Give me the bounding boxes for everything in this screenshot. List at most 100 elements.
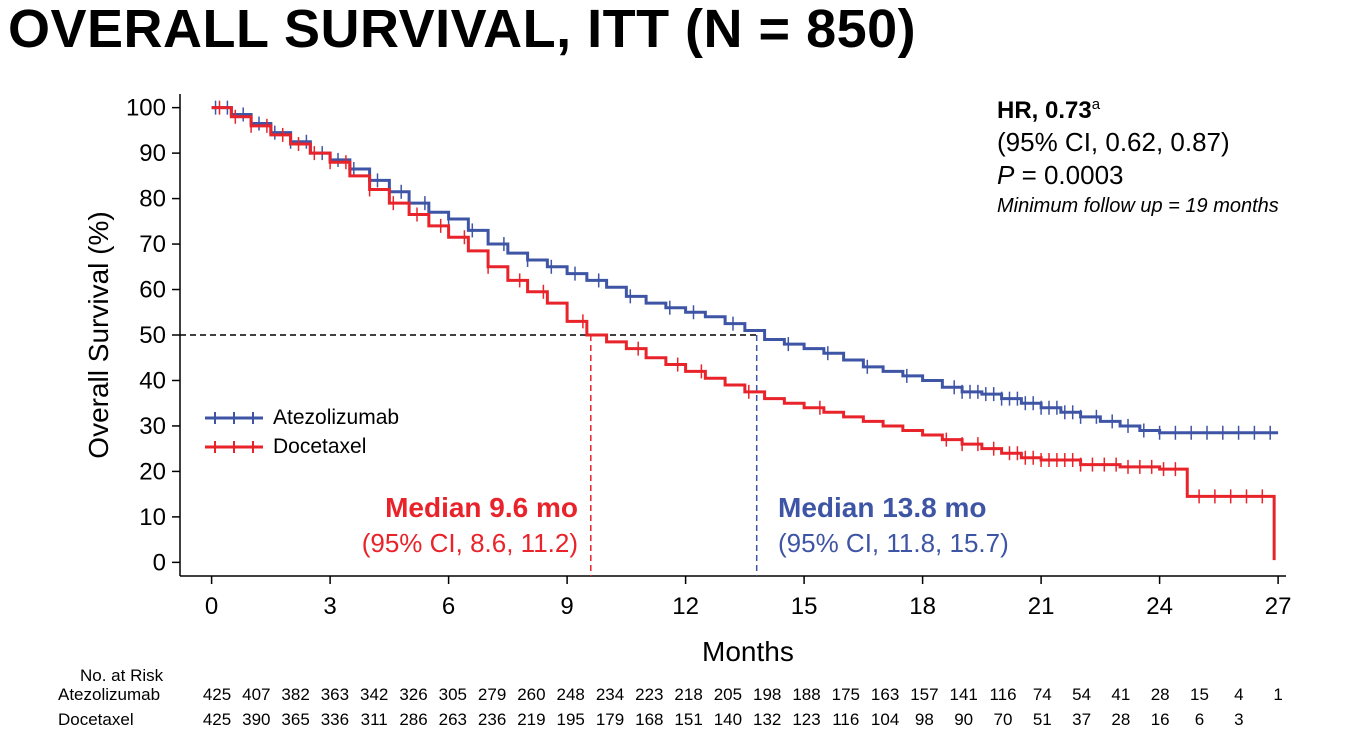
risk-cell: 74 bbox=[1032, 685, 1052, 704]
risk-cell: 390 bbox=[242, 710, 271, 729]
legend-swatch-atezolizumab bbox=[205, 411, 263, 424]
y-tick-label: 100 bbox=[126, 95, 166, 122]
median-docetaxel-ci: (95% CI, 8.6, 11.2) bbox=[361, 528, 578, 558]
legend-label-atezolizumab: Atezolizumab bbox=[273, 405, 400, 429]
y-tick-label: 10 bbox=[139, 504, 166, 531]
risk-cell: 263 bbox=[438, 710, 467, 729]
risk-cell: 1 bbox=[1273, 685, 1283, 704]
risk-cell: 132 bbox=[753, 710, 782, 729]
risk-cell: 382 bbox=[281, 685, 310, 704]
risk-cell: 4 bbox=[1234, 685, 1244, 704]
survival-curves bbox=[211, 100, 1279, 561]
risk-cell: 141 bbox=[949, 685, 978, 704]
risk-cell: 41 bbox=[1111, 685, 1131, 704]
legend-label-docetaxel: Docetaxel bbox=[273, 434, 367, 458]
risk-cell: 336 bbox=[320, 710, 350, 729]
risk-cell: 425 bbox=[202, 710, 232, 729]
risk-cell: 195 bbox=[556, 710, 585, 729]
x-tick-label: 18 bbox=[909, 593, 936, 620]
x-tick-label: 27 bbox=[1265, 593, 1292, 620]
risk-cell: 286 bbox=[399, 710, 428, 729]
risk-cell: 116 bbox=[832, 710, 860, 729]
risk-cell: 279 bbox=[477, 685, 507, 704]
risk-cell: 28 bbox=[1111, 710, 1131, 729]
x-tick-label: 0 bbox=[205, 593, 218, 620]
risk-cell: 198 bbox=[753, 685, 782, 704]
y-tick-label: 90 bbox=[139, 140, 166, 167]
x-tick-label: 21 bbox=[1028, 593, 1055, 620]
x-tick-label: 15 bbox=[791, 593, 818, 620]
risk-cell: 326 bbox=[399, 685, 428, 704]
y-tick-label: 50 bbox=[139, 322, 166, 349]
legend-item-atezolizumab: Atezolizumab bbox=[205, 403, 399, 432]
risk-cell: 179 bbox=[595, 710, 625, 729]
y-tick-label: 80 bbox=[139, 186, 166, 213]
risk-cell: 311 bbox=[360, 710, 388, 729]
median-docetaxel: Median 9.6 mo (95% CI, 8.6, 11.2) bbox=[362, 492, 578, 559]
legend-item-docetaxel: Docetaxel bbox=[205, 432, 399, 461]
x-tick-label: 24 bbox=[1146, 593, 1173, 620]
risk-cell: 218 bbox=[674, 685, 703, 704]
y-tick-label: 60 bbox=[139, 277, 166, 304]
risk-cell: 157 bbox=[910, 685, 939, 704]
risk-cell: 54 bbox=[1072, 685, 1092, 704]
p-value: P = 0.0003 bbox=[997, 160, 1279, 191]
risk-cell: 98 bbox=[914, 710, 934, 729]
minimum-follow-up: Minimum follow up = 19 months bbox=[997, 195, 1279, 217]
hazard-ratio: HR, 0.73a bbox=[997, 96, 1279, 125]
risk-cell: 6 bbox=[1194, 710, 1205, 729]
risk-cell: 234 bbox=[595, 685, 625, 704]
risk-table: No. at Risk Atezolizumab 425 407 382 363 342 3… bbox=[0, 664, 1360, 736]
risk-cell: 365 bbox=[281, 710, 310, 729]
x-tick-label: 3 bbox=[323, 593, 336, 620]
risk-cell: 168 bbox=[635, 710, 664, 729]
y-tick-label: 20 bbox=[139, 458, 166, 485]
risk-cell: 90 bbox=[954, 710, 974, 729]
y-axis-label: Overall Survival (%) bbox=[83, 211, 114, 458]
page-title: OVERALL SURVIVAL, ITT (N = 850) bbox=[8, 0, 917, 59]
y-tick-label: 0 bbox=[153, 549, 166, 576]
curve-atezolizumab bbox=[211, 106, 1279, 435]
risk-cell: 15 bbox=[1190, 685, 1209, 704]
p-value-number: = 0.0003 bbox=[1014, 160, 1124, 190]
median-atezolizumab-label: Median 13.8 mo bbox=[778, 492, 987, 523]
risk-cell: 425 bbox=[202, 685, 232, 704]
risk-cell: 123 bbox=[792, 710, 821, 729]
risk-cell: 223 bbox=[635, 685, 664, 704]
risk-row-label: Atezolizumab bbox=[58, 685, 161, 704]
risk-cell: 104 bbox=[870, 710, 900, 729]
risk-cell: 342 bbox=[360, 685, 389, 704]
risk-cell: 140 bbox=[713, 710, 743, 729]
risk-cell: 28 bbox=[1150, 685, 1170, 704]
risk-cell: 260 bbox=[517, 685, 546, 704]
x-tick-label: 12 bbox=[672, 593, 699, 620]
hazard-ratio-label: HR, 0.73 bbox=[997, 97, 1092, 124]
y-tick-label: 30 bbox=[139, 413, 166, 440]
risk-cell: 219 bbox=[517, 710, 546, 729]
reference-lines bbox=[180, 334, 758, 576]
x-tick-label: 6 bbox=[442, 593, 455, 620]
risk-cell: 188 bbox=[792, 685, 821, 704]
risk-cell: 116 bbox=[989, 685, 1017, 704]
risk-row-label: Docetaxel bbox=[58, 710, 134, 729]
risk-table-title: No. at Risk bbox=[80, 666, 164, 685]
risk-cell: 407 bbox=[242, 685, 271, 704]
risk-cell: 248 bbox=[556, 685, 585, 704]
y-tick-label: 40 bbox=[139, 367, 166, 394]
risk-cell: 3 bbox=[1234, 710, 1244, 729]
hazard-ratio-footnote: a bbox=[1091, 96, 1101, 113]
risk-cell: 16 bbox=[1150, 710, 1170, 729]
p-value-letter: P bbox=[997, 160, 1015, 190]
x-axis-label: Months bbox=[702, 636, 794, 667]
chart-legend: Atezolizumab Docetaxel bbox=[205, 403, 399, 461]
risk-cell: 70 bbox=[993, 710, 1013, 729]
x-tick-label: 9 bbox=[560, 593, 573, 620]
y-tick-label: 70 bbox=[139, 231, 166, 258]
risk-cell: 363 bbox=[320, 685, 350, 704]
risk-cell: 163 bbox=[870, 685, 900, 704]
risk-cell: 236 bbox=[477, 710, 507, 729]
median-atezolizumab: Median 13.8 mo (95% CI, 11.8, 15.7) bbox=[778, 492, 1009, 559]
legend-swatch-docetaxel bbox=[205, 440, 263, 453]
hazard-ratio-box: HR, 0.73a (95% CI, 0.62, 0.87) P = 0.000… bbox=[997, 96, 1279, 218]
